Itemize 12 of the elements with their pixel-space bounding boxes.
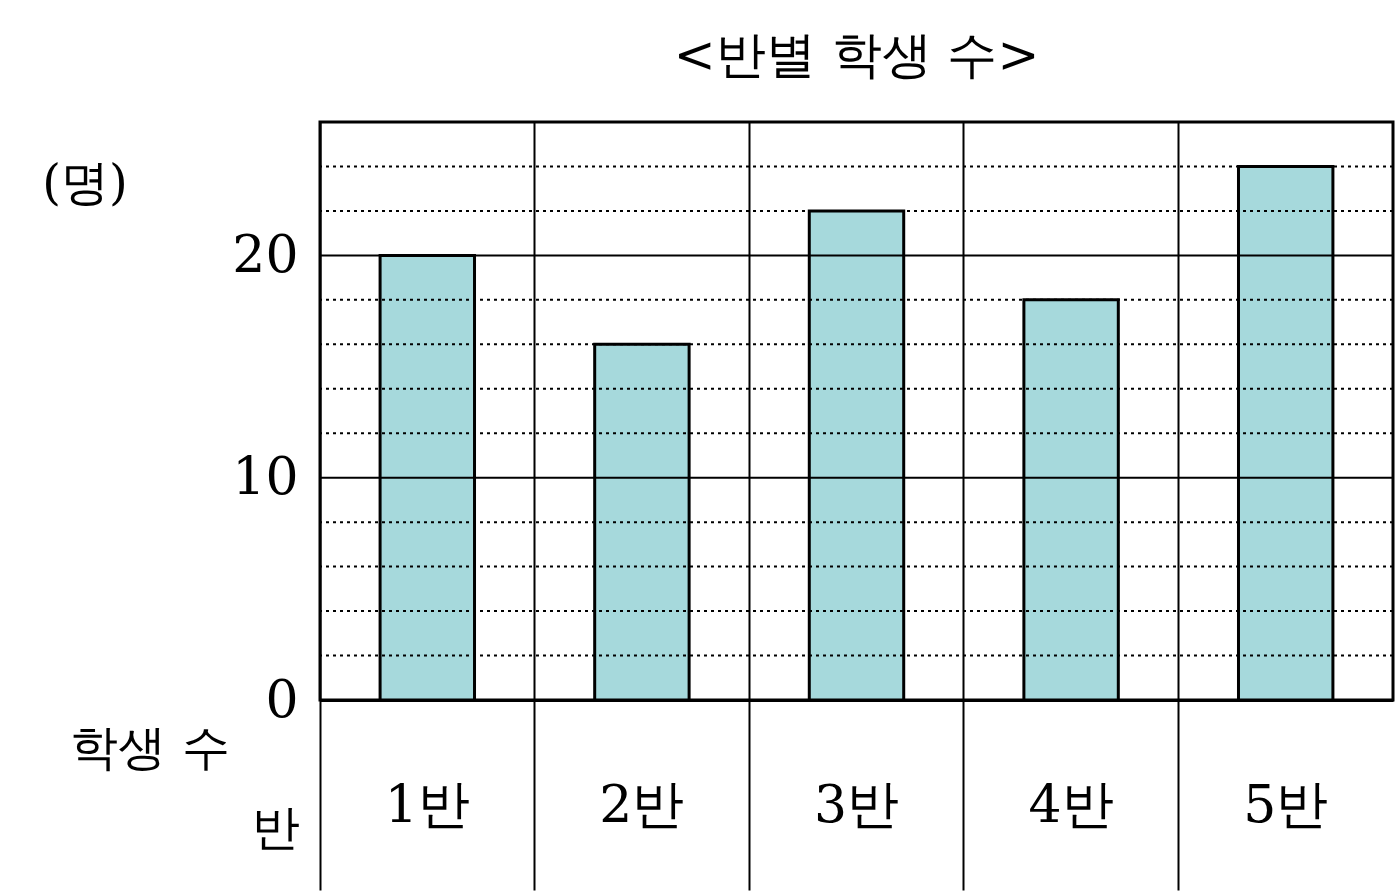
chart-title: <반별 학생 수> — [673, 26, 1040, 84]
x-tick-label: 5반 — [1243, 773, 1329, 834]
x-tick-label: 4반 — [1028, 773, 1114, 834]
x-tick-label: 2반 — [599, 773, 685, 834]
x-tick-label: 3반 — [813, 773, 900, 834]
y-tick-label: 0 — [265, 668, 299, 729]
y-axis-title: 학생 수 — [70, 719, 230, 775]
y-tick-label: 10 — [232, 446, 299, 507]
text: (명) — [42, 154, 128, 210]
y-tick-label: 20 — [232, 223, 299, 284]
x-tick-label: 1반 — [384, 773, 470, 834]
x-axis-title: 반 — [252, 799, 300, 855]
